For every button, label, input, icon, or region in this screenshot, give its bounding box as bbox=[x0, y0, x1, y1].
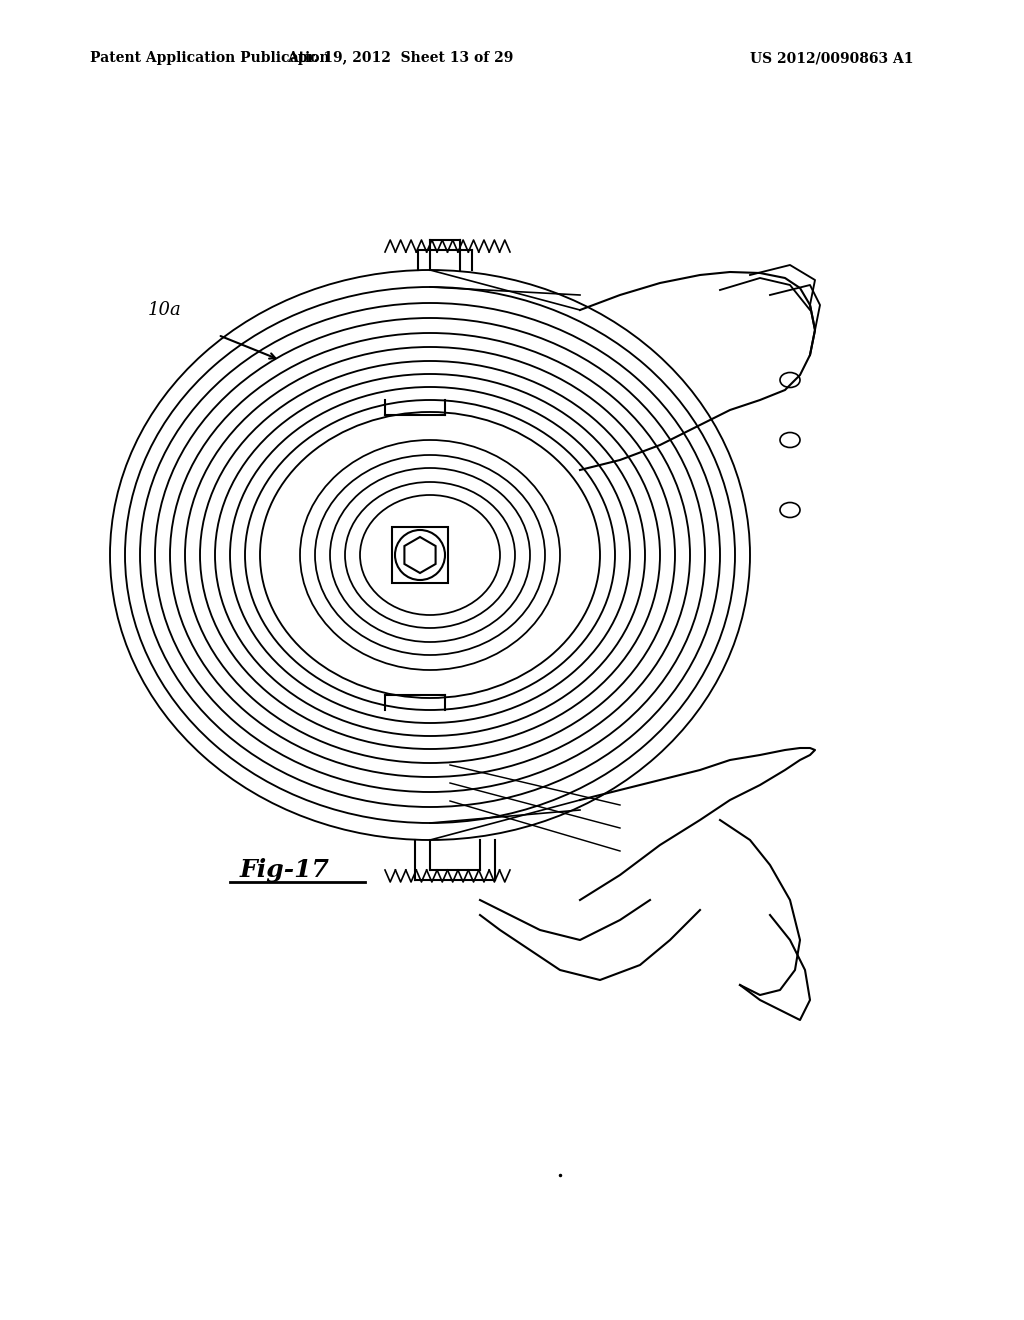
Text: Fig-17: Fig-17 bbox=[240, 858, 330, 882]
Text: 10a: 10a bbox=[148, 301, 181, 319]
Text: Patent Application Publication: Patent Application Publication bbox=[90, 51, 330, 65]
Text: Apr. 19, 2012  Sheet 13 of 29: Apr. 19, 2012 Sheet 13 of 29 bbox=[287, 51, 513, 65]
Text: US 2012/0090863 A1: US 2012/0090863 A1 bbox=[750, 51, 913, 65]
